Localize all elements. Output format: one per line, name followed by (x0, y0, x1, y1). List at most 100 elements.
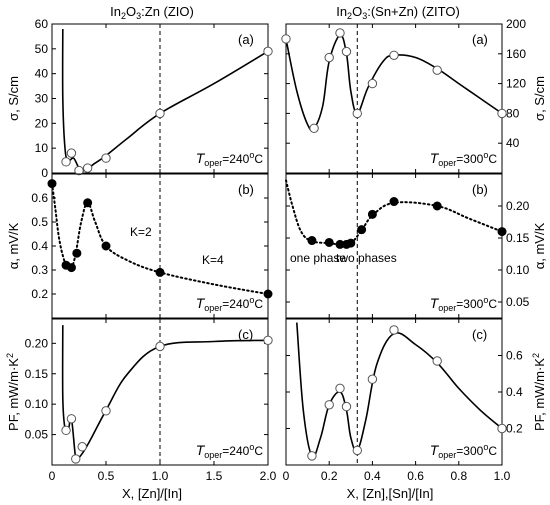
data-point (74, 165, 84, 176)
y-tick-label: 0.2 (31, 287, 48, 301)
data-point (82, 163, 93, 173)
temperature-symbol: T (196, 295, 206, 311)
data-point (263, 335, 273, 345)
temperature-symbol: T (196, 442, 206, 458)
data-point (155, 267, 165, 277)
y-tick-label: 0.20 (506, 199, 530, 213)
operating-temperature: Toper=240oC (196, 442, 264, 460)
data-point (324, 237, 334, 247)
y-tick-label: 0.3 (31, 263, 48, 277)
temperature-value: =240 (222, 152, 249, 166)
operating-temperature: Toper=300oC (430, 442, 498, 460)
y-axis-label: α, mV/K (532, 222, 547, 269)
y-tick-label: 0.20 (25, 336, 49, 350)
panel-letter: (c) (472, 327, 487, 342)
panel-left-1: 0.2 0.3 0.4 0.5 0.6 α, mV/K (b) Toper=240oC (6, 173, 273, 319)
temperature-subscript: oper (204, 303, 222, 313)
data-point (61, 157, 71, 167)
temperature-value: =240 (222, 444, 249, 458)
data-point (101, 406, 111, 416)
series-line (285, 34, 503, 132)
y-axis-label: PF, mW/m·K2 (5, 353, 21, 431)
plot-frame (285, 173, 503, 319)
temperature-unit: C (488, 297, 497, 311)
temperature-value: =300 (456, 152, 483, 166)
y-axis-label: α, mV/K (6, 222, 21, 269)
data-point (389, 325, 399, 335)
data-point (263, 46, 273, 57)
data-point (432, 201, 442, 211)
y-axis-label: σ, S/cm (6, 76, 21, 121)
y-tick-label: 40 (35, 67, 49, 81)
panel-left-0: 0 10 20 30 40 50 60 σ, S/cm (a) Toper=240oC (6, 17, 273, 180)
x-tick-label: 1.0 (494, 469, 511, 483)
y-tick-label: 0.05 (25, 428, 49, 442)
data-point (72, 248, 82, 258)
operating-temperature: Toper=240oC (196, 150, 264, 168)
temperature-unit: C (488, 152, 497, 166)
x-tick-label: 0.2 (321, 469, 338, 483)
data-point (66, 263, 76, 273)
annotation-one-phase: one phase (290, 251, 346, 265)
data-point (367, 209, 377, 219)
temperature-subscript: oper (204, 158, 222, 168)
data-point (497, 423, 507, 434)
temperature-symbol: T (196, 150, 206, 166)
series-line (285, 179, 503, 246)
temperature-degree: o (483, 295, 488, 305)
data-point (307, 236, 317, 246)
data-point (432, 356, 442, 366)
y-axis-label: PF, mW/m·K2 (531, 353, 547, 431)
y-tick-label: 10 (35, 141, 49, 155)
panel-letter: (b) (238, 182, 254, 197)
data-point (155, 341, 165, 352)
temperature-unit: C (254, 297, 263, 311)
data-point (367, 374, 378, 384)
operating-temperature: Toper=300oC (430, 295, 498, 313)
data-point (346, 238, 356, 248)
right-column-title: In2O3:(Sn+Zn) (ZITO) (336, 4, 460, 21)
y-tick-label: 200 (506, 17, 526, 31)
y-tick-label: 0.15 (506, 231, 530, 245)
temperature-degree: o (483, 442, 488, 452)
temperature-degree: o (483, 150, 488, 160)
y-tick-label: 0.6 (31, 191, 48, 205)
temperature-symbol: T (430, 150, 440, 166)
y-tick-label: 0.5 (31, 215, 48, 229)
data-point (281, 34, 291, 44)
panel-left-2: 0 0.5 1.0 1.5 2.0 0.05 0.10 0.15 0.20 PF, mW/m·K2… (5, 318, 277, 483)
y-tick-label: 0.15 (25, 367, 49, 381)
data-point (47, 179, 57, 189)
x-tick-label: 2.0 (260, 469, 277, 483)
x-tick-label: 1.0 (152, 469, 169, 483)
annotation-k2: K=2 (130, 225, 152, 239)
series-line (61, 28, 269, 172)
temperature-unit: C (254, 152, 263, 166)
left-x-axis-label: X, [Zn]/[In] (122, 486, 182, 501)
data-point (101, 241, 111, 251)
panel-letter: (c) (238, 327, 253, 342)
series-line (61, 325, 269, 464)
data-point (66, 414, 77, 424)
y-axis-label-exponent: 2 (531, 353, 541, 358)
y-tick-label: 0.4 (31, 239, 48, 253)
data-point (61, 425, 71, 436)
y-tick-label: 30 (35, 92, 49, 106)
x-tick-label: 1.5 (206, 469, 223, 483)
panel-right-2: 0 0.2 0.4 0.6 0.8 1.0 0.2 0.4 0.6 PF, mW/m·K2 (c) T… (283, 318, 547, 483)
data-point (155, 108, 165, 119)
temperature-degree: o (249, 295, 254, 305)
data-point (357, 225, 367, 235)
data-point (335, 383, 345, 394)
temperature-value: =300 (456, 444, 483, 458)
data-point (497, 108, 507, 119)
annotation-k4: K=4 (202, 253, 224, 267)
x-tick-label: 0 (49, 469, 56, 483)
temperature-subscript: oper (438, 158, 456, 168)
temperature-unit: C (488, 444, 497, 458)
data-point (389, 50, 399, 60)
data-point (83, 198, 93, 208)
temperature-subscript: oper (438, 303, 456, 313)
temperature-subscript: oper (438, 450, 456, 460)
